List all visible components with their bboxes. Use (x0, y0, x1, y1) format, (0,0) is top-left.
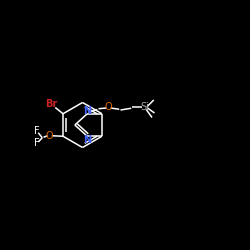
Text: O: O (46, 131, 53, 141)
Text: N: N (83, 135, 91, 145)
Text: Si: Si (140, 102, 149, 113)
Text: O: O (105, 102, 112, 113)
Text: Br: Br (45, 99, 57, 109)
Text: F: F (34, 138, 40, 148)
Text: F: F (34, 126, 40, 136)
Text: N: N (83, 106, 91, 116)
